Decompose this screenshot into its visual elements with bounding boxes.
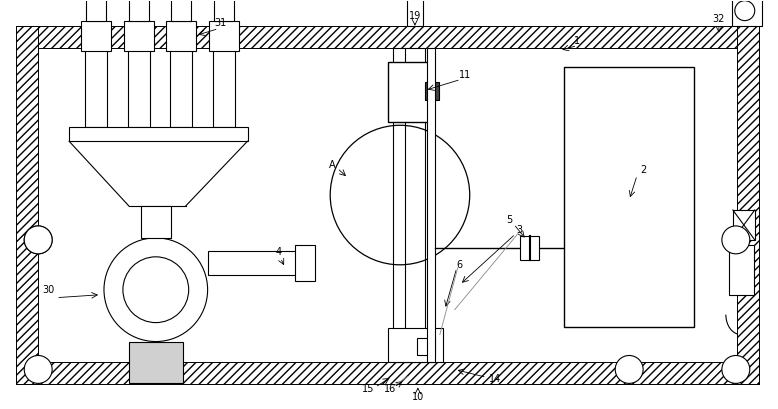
Bar xyxy=(388,328,443,362)
Bar xyxy=(81,20,111,51)
Bar xyxy=(209,20,239,51)
Text: 5: 5 xyxy=(506,215,513,225)
Circle shape xyxy=(123,257,189,323)
Bar xyxy=(85,47,107,127)
Circle shape xyxy=(735,1,755,20)
Bar xyxy=(16,26,759,47)
Circle shape xyxy=(24,226,52,254)
Bar xyxy=(128,47,150,127)
Bar xyxy=(296,245,315,281)
Bar xyxy=(405,47,425,362)
Text: 1: 1 xyxy=(574,36,580,45)
Bar xyxy=(214,0,233,20)
Bar xyxy=(388,63,428,122)
Text: 2: 2 xyxy=(640,165,647,175)
Circle shape xyxy=(24,226,52,254)
Circle shape xyxy=(615,355,643,383)
Text: 14: 14 xyxy=(489,374,501,384)
Bar xyxy=(129,0,149,20)
Bar xyxy=(520,236,539,260)
Bar xyxy=(729,245,754,295)
Circle shape xyxy=(722,355,750,383)
Bar xyxy=(407,58,423,293)
Bar xyxy=(124,20,154,51)
Bar xyxy=(212,47,234,127)
Bar xyxy=(16,26,38,384)
Text: 6: 6 xyxy=(457,260,463,270)
Bar xyxy=(166,20,195,51)
Text: 31: 31 xyxy=(215,18,226,28)
Bar xyxy=(733,210,755,240)
Bar xyxy=(86,0,106,20)
Bar xyxy=(417,337,435,355)
Bar xyxy=(129,342,183,383)
Text: 15: 15 xyxy=(362,384,374,394)
Text: 19: 19 xyxy=(408,11,421,20)
Circle shape xyxy=(24,355,52,383)
Bar xyxy=(564,67,694,326)
Text: 3: 3 xyxy=(517,225,523,235)
Bar xyxy=(393,47,406,362)
Text: 11: 11 xyxy=(458,70,471,81)
Bar xyxy=(737,26,759,384)
Text: 4: 4 xyxy=(275,247,282,257)
Bar xyxy=(208,251,310,275)
Bar xyxy=(170,0,191,20)
Bar xyxy=(425,83,439,100)
Circle shape xyxy=(104,238,208,342)
Text: 32: 32 xyxy=(713,13,725,24)
Bar xyxy=(69,127,248,141)
Bar xyxy=(407,0,423,26)
Text: 10: 10 xyxy=(412,392,424,402)
Bar xyxy=(732,0,762,26)
Text: A: A xyxy=(329,160,335,170)
Bar xyxy=(141,206,170,238)
Bar xyxy=(16,362,759,384)
Circle shape xyxy=(722,226,750,254)
Text: 16: 16 xyxy=(384,384,396,394)
Bar xyxy=(170,47,191,127)
Text: 30: 30 xyxy=(42,285,54,295)
Bar xyxy=(427,47,435,362)
